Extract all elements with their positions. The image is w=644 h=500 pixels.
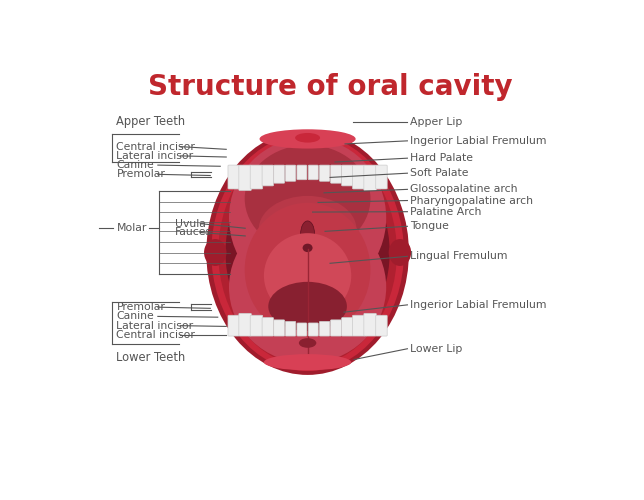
FancyBboxPatch shape (251, 165, 263, 189)
FancyBboxPatch shape (262, 318, 274, 336)
Text: Fauces: Fauces (175, 228, 213, 237)
FancyBboxPatch shape (319, 322, 330, 336)
Text: Uvula: Uvula (175, 218, 206, 228)
FancyBboxPatch shape (285, 165, 296, 182)
Text: Lateral incisor: Lateral incisor (117, 320, 194, 330)
FancyBboxPatch shape (251, 316, 263, 336)
FancyBboxPatch shape (228, 165, 240, 189)
FancyBboxPatch shape (308, 165, 318, 180)
Text: Molar: Molar (117, 223, 147, 233)
Text: Soft Palate: Soft Palate (410, 168, 468, 178)
Text: Tongue: Tongue (410, 222, 449, 232)
Text: Canine: Canine (117, 312, 154, 322)
Ellipse shape (229, 211, 386, 363)
FancyBboxPatch shape (297, 323, 307, 336)
Text: Lower Teeth: Lower Teeth (117, 350, 185, 364)
Ellipse shape (260, 130, 355, 148)
Text: Apper Lip: Apper Lip (410, 116, 462, 126)
Ellipse shape (245, 203, 370, 337)
Ellipse shape (264, 233, 351, 318)
Ellipse shape (295, 133, 320, 142)
Text: Central incisor: Central incisor (117, 142, 195, 152)
Text: Lingual Fremulum: Lingual Fremulum (410, 252, 507, 262)
Ellipse shape (389, 239, 411, 266)
FancyBboxPatch shape (274, 165, 285, 183)
FancyBboxPatch shape (364, 165, 376, 190)
Text: Central incisor: Central incisor (117, 330, 195, 340)
Ellipse shape (301, 221, 314, 247)
Text: Palatine Arch: Palatine Arch (410, 206, 481, 216)
Ellipse shape (264, 354, 351, 370)
FancyBboxPatch shape (228, 316, 240, 336)
Text: Lower Lip: Lower Lip (410, 344, 462, 354)
FancyBboxPatch shape (262, 165, 274, 186)
FancyBboxPatch shape (364, 314, 376, 336)
FancyBboxPatch shape (330, 165, 341, 183)
Ellipse shape (218, 140, 397, 366)
FancyBboxPatch shape (352, 316, 365, 336)
Text: Ingerior Labial Fremulum: Ingerior Labial Fremulum (410, 300, 546, 310)
Ellipse shape (229, 138, 386, 298)
FancyBboxPatch shape (285, 322, 296, 336)
FancyBboxPatch shape (375, 165, 387, 189)
Ellipse shape (303, 244, 312, 252)
FancyBboxPatch shape (375, 316, 387, 336)
FancyBboxPatch shape (274, 320, 285, 336)
Ellipse shape (225, 152, 390, 353)
Text: Premolar: Premolar (117, 302, 166, 312)
Text: Canine: Canine (117, 160, 154, 170)
Ellipse shape (277, 212, 338, 262)
FancyBboxPatch shape (341, 165, 353, 186)
Ellipse shape (269, 282, 347, 331)
Ellipse shape (204, 239, 227, 266)
Text: Premolar: Premolar (117, 170, 166, 179)
FancyBboxPatch shape (341, 318, 353, 336)
FancyBboxPatch shape (239, 314, 251, 336)
Ellipse shape (259, 196, 357, 263)
Text: Pharyngopalatine arch: Pharyngopalatine arch (410, 196, 533, 205)
FancyBboxPatch shape (330, 320, 341, 336)
Ellipse shape (211, 134, 404, 371)
Text: Lateral incisor: Lateral incisor (117, 151, 194, 161)
Ellipse shape (299, 338, 316, 348)
Text: Ingerior Labial Fremulum: Ingerior Labial Fremulum (410, 136, 546, 146)
Text: Apper Teeth: Apper Teeth (117, 115, 185, 128)
FancyBboxPatch shape (352, 165, 365, 189)
FancyBboxPatch shape (297, 165, 307, 180)
FancyBboxPatch shape (319, 165, 330, 182)
FancyBboxPatch shape (308, 323, 318, 336)
Text: Structure of oral cavity: Structure of oral cavity (147, 74, 513, 102)
Ellipse shape (245, 145, 370, 252)
FancyBboxPatch shape (239, 165, 251, 190)
Text: Hard Palate: Hard Palate (410, 153, 473, 163)
Text: Glossopalatine arch: Glossopalatine arch (410, 184, 517, 194)
Ellipse shape (206, 130, 409, 375)
